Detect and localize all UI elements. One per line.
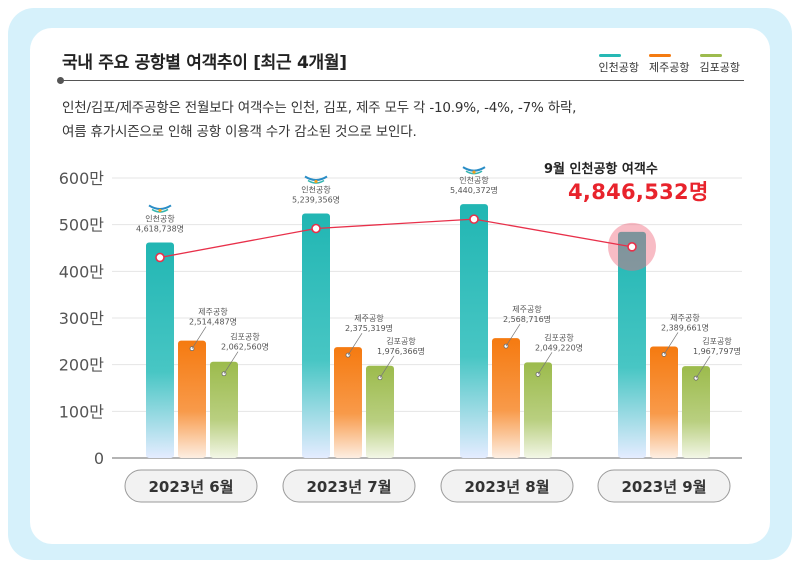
- logo-dot: [472, 170, 476, 174]
- callout-leader: [191, 326, 207, 349]
- bar-value-label: 5,440,372명: [450, 185, 498, 195]
- bar-series-name-label: 김포공항: [544, 332, 574, 342]
- legend-swatch-gimpo: [699, 54, 722, 57]
- bar-value-label: 2,049,220명: [535, 342, 583, 352]
- bar-value-label: 2,389,661명: [661, 322, 709, 332]
- month-pill: 2023년 9월: [597, 469, 731, 503]
- chart-title: 국내 주요 공항별 여객추이 [최근 4개월]: [62, 53, 347, 73]
- callout-leader: [223, 351, 239, 374]
- logo-wing-upper: [462, 166, 486, 172]
- bar-value-label: 2,375,319명: [345, 323, 393, 333]
- legend: 인천공항 제주공항 김포공항: [598, 54, 740, 75]
- bar-series-name-label: 제주공항: [198, 308, 228, 317]
- bar-series-name-label: 제주공항: [354, 314, 384, 323]
- month-pill-bg: [124, 469, 258, 503]
- bar-series-name-label: 인천공항: [301, 184, 331, 194]
- x-category-label: 2023년 9월: [621, 478, 706, 496]
- bar-jeju: [492, 338, 520, 458]
- bar-series-name-label: 제주공항: [512, 305, 542, 314]
- month-pill-bg: [597, 469, 731, 503]
- description: 인천/김포/제주공항은 전월보다 여객수는 인천, 김포, 제주 모두 각 -1…: [62, 96, 576, 144]
- logo-dot: [314, 179, 318, 184]
- bar-value-label: 4,618,738명: [136, 223, 184, 233]
- bar-incheon: [146, 242, 174, 458]
- legend-item-gimpo: 김포공항: [699, 54, 740, 75]
- month-pills: 2023년 6월 2023년 7월 2023년 8월 2023년 9월: [124, 469, 731, 503]
- trend-point: [627, 242, 637, 252]
- bar-series-name-label: 김포공항: [230, 332, 260, 342]
- incheon-airport-logo: [304, 175, 328, 184]
- incheon-trend-line: [155, 214, 656, 271]
- bar-series-name-label: 인천공항: [459, 175, 489, 185]
- trend-point: [155, 252, 165, 263]
- y-tick-label: 500만: [59, 216, 105, 235]
- trend-point: [311, 223, 321, 234]
- trend-line: [159, 218, 633, 259]
- bar-series-name-label: 김포공항: [702, 336, 732, 346]
- bar-value-label: 1,976,366명: [377, 346, 425, 356]
- legend-swatch-jeju: [649, 54, 672, 57]
- description-line-1: 인천/김포/제주공항은 전월보다 여객수는 인천, 김포, 제주 모두 각 -1…: [62, 100, 577, 116]
- title-rule: [62, 80, 744, 81]
- callout-leader: [379, 355, 395, 378]
- month-pill-bg: [282, 469, 416, 503]
- bar-gimpo: [682, 366, 710, 458]
- logo-dot: [158, 208, 162, 213]
- legend-label-gimpo: 김포공항: [699, 61, 740, 74]
- y-tick-label: 100만: [59, 402, 105, 421]
- y-tick-label: 300만: [59, 309, 105, 328]
- incheon-airport-logo: [462, 166, 486, 175]
- x-category-label: 2023년 7월: [306, 478, 391, 496]
- legend-item-jeju: 제주공항: [649, 54, 690, 75]
- bar-incheon: [618, 231, 646, 458]
- bar-gimpo: [524, 362, 552, 458]
- bar-value-label: 2,568,716명: [503, 314, 551, 324]
- bar-series-name-label: 제주공항: [670, 313, 700, 322]
- callout-leader: [505, 323, 521, 347]
- bar-value-label: 1,967,797명: [693, 346, 741, 356]
- incheon-airport-logo: [148, 204, 172, 213]
- logo-wing-upper: [148, 204, 172, 210]
- month-pill: 2023년 7월: [282, 469, 416, 503]
- bar-incheon: [460, 204, 488, 458]
- bar-jeju: [178, 340, 206, 458]
- bar-gimpo: [210, 361, 238, 458]
- bars: [146, 204, 710, 458]
- callout-leader: [347, 332, 363, 356]
- bar-jeju: [650, 346, 678, 458]
- callout-leader: [663, 332, 679, 355]
- y-tick-label: 0: [94, 449, 104, 468]
- bar-value-label: 2,062,560명: [221, 342, 269, 352]
- x-category-label: 2023년 6월: [148, 478, 233, 496]
- callout-leader: [695, 355, 711, 379]
- month-pill: 2023년 6월: [124, 469, 258, 503]
- highlight-value: 4,846,532명: [568, 180, 709, 204]
- trend-point: [469, 214, 479, 224]
- legend-swatch-incheon: [598, 54, 621, 57]
- month-pill: 2023년 8월: [440, 469, 574, 503]
- callout-leader: [537, 352, 553, 375]
- bar-value-label: 2,514,487명: [189, 317, 237, 327]
- y-tick-label: 200만: [59, 356, 105, 375]
- y-tick-label: 600만: [59, 169, 105, 188]
- y-axis-ticks: 0 100만 200만 300만 400만 500만 600만: [59, 169, 105, 468]
- highlight-label: 9월 인천공항 여객수: [544, 162, 658, 177]
- bar-jeju: [334, 347, 362, 458]
- legend-item-incheon: 인천공항: [598, 54, 640, 75]
- y-tick-label: 400만: [59, 262, 105, 281]
- description-line-2: 여름 휴가시즌으로 인해 공항 이용객 수가 감소된 것으로 보인다.: [62, 124, 417, 140]
- bar-gimpo: [366, 365, 394, 458]
- legend-label-jeju: 제주공항: [649, 61, 690, 74]
- legend-label-incheon: 인천공항: [598, 61, 640, 74]
- bar-series-name-label: 인천공항: [145, 213, 175, 223]
- x-category-label: 2023년 8월: [464, 478, 549, 496]
- bar-callouts: 인천공항4,618,738명제주공항2,514,487명김포공항2,062,56…: [136, 166, 741, 381]
- title-rule-dot: [57, 77, 64, 84]
- bar-incheon: [302, 213, 330, 458]
- month-pill-bg: [440, 469, 574, 503]
- bar-value-label: 5,239,356명: [292, 194, 340, 204]
- bar-series-name-label: 김포공항: [386, 336, 416, 346]
